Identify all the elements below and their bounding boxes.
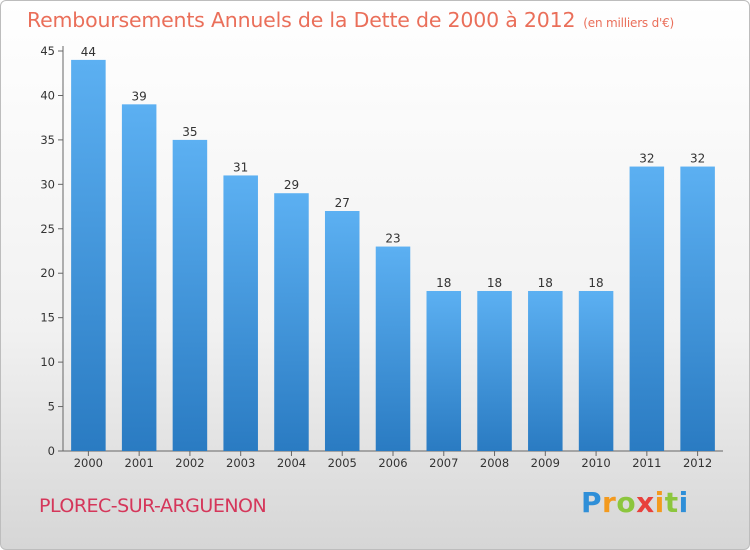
y-tick-label: 5 (48, 400, 55, 414)
x-tick-label-2009: 2009 (531, 456, 560, 470)
x-tick-label-2002: 2002 (175, 456, 204, 470)
bar-2004 (274, 193, 309, 451)
bar-2007 (426, 291, 462, 451)
x-tick-label-2006: 2006 (378, 456, 407, 470)
bar-2012 (680, 166, 715, 452)
x-tick-label-2000: 2000 (74, 456, 103, 470)
bar-2006 (375, 246, 411, 451)
y-tick-label: 35 (40, 133, 55, 147)
data-label-2007: 18 (436, 276, 451, 290)
y-tick-label: 20 (40, 266, 55, 280)
data-label-2010: 18 (588, 276, 603, 290)
x-tick-label-2005: 2005 (328, 456, 357, 470)
proxiti-logo[interactable]: Proxiti (581, 486, 689, 519)
x-tick-label-2012: 2012 (683, 456, 712, 470)
x-tick-label-2011: 2011 (632, 456, 661, 470)
bar-2001 (121, 104, 157, 451)
data-label-2000: 44 (81, 45, 96, 59)
x-tick-label-2007: 2007 (429, 456, 458, 470)
bar-2000 (71, 59, 106, 452)
x-tick-label-2003: 2003 (226, 456, 255, 470)
bar-2009 (528, 291, 563, 451)
bar-2010 (578, 291, 614, 451)
x-tick-label-2008: 2008 (480, 456, 509, 470)
y-tick-label: 15 (40, 311, 55, 325)
data-label-2001: 39 (132, 89, 147, 103)
data-label-2008: 18 (487, 276, 502, 290)
data-label-2004: 29 (284, 178, 299, 192)
y-tick-label: 0 (48, 444, 55, 458)
data-label-2012: 32 (690, 152, 705, 166)
data-label-2011: 32 (639, 152, 654, 166)
chart-title-unit: (en milliers d'€) (583, 16, 675, 30)
place-name: PLOREC-SUR-ARGUENON (39, 495, 267, 517)
data-label-2009: 18 (538, 276, 553, 290)
x-tick-label-2010: 2010 (581, 456, 610, 470)
bar-2011 (629, 166, 665, 452)
y-tick-label: 25 (40, 222, 55, 236)
x-tick-label-2004: 2004 (277, 456, 306, 470)
y-tick-label: 10 (40, 355, 55, 369)
y-tick-label: 40 (40, 88, 55, 102)
y-tick-label: 30 (40, 177, 55, 191)
bar-2005 (324, 211, 360, 451)
chart-title-text: Remboursements Annuels de la Dette de 20… (27, 8, 576, 32)
x-tick-label-2001: 2001 (125, 456, 154, 470)
bar-2002 (172, 139, 208, 451)
data-label-2006: 23 (385, 232, 400, 246)
data-label-2002: 35 (182, 125, 197, 139)
bar-2003 (223, 175, 258, 451)
y-tick-label: 45 (40, 44, 55, 58)
data-label-2003: 31 (233, 160, 248, 174)
bar-2008 (477, 291, 512, 451)
data-label-2005: 27 (335, 196, 350, 210)
chart-title: Remboursements Annuels de la Dette de 20… (27, 8, 674, 32)
